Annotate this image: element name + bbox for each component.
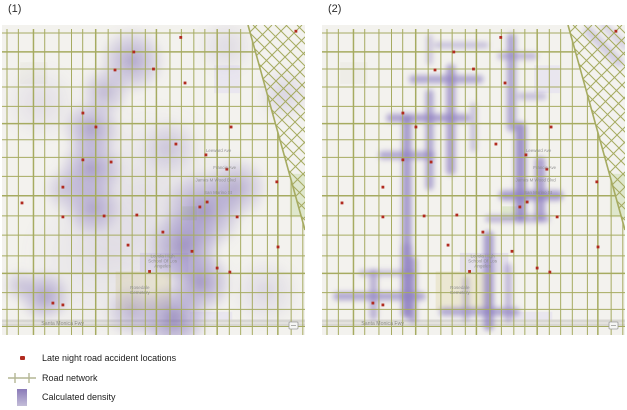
road-network-symbol: [7, 368, 37, 388]
road-network-icon: [8, 373, 36, 383]
accident-point-icon: [19, 356, 25, 360]
map-watermark-icon: [288, 321, 299, 330]
network-density-map[interactable]: Loyola High School Of Los Angeles Rosedale C…: [322, 25, 625, 335]
panel-2-label: (2): [328, 3, 342, 15]
svg-text:Santa Monica Fwy: Santa Monica Fwy: [361, 321, 404, 327]
svg-text:San Marino St: San Marino St: [524, 190, 553, 195]
map-labels: Loyola High School Of Los Angeles Rosedale C…: [41, 148, 236, 327]
density-swatch-symbol: [7, 387, 37, 407]
accident-points: [340, 29, 618, 307]
accident-point-symbol: [7, 348, 37, 368]
svg-text:Francis Ave: Francis Ave: [213, 165, 236, 170]
legend-label-density: Calculated density: [42, 392, 116, 402]
svg-text:James M Wood Blvd: James M Wood Blvd: [196, 178, 237, 183]
map-watermark-icon: [608, 321, 619, 330]
accident-points: [20, 29, 298, 307]
kernel-density-map[interactable]: Loyola High School Of Los Angeles Rosedale C…: [2, 25, 305, 335]
panel-1-label: (1): [8, 3, 22, 15]
map-labels: Loyola High School Of Los Angeles Rosedale C…: [361, 148, 556, 327]
legend-label-accidents: Late night road accident locations: [42, 353, 177, 363]
svg-text:Francis Ave: Francis Ave: [533, 165, 556, 170]
density-swatch-icon: [17, 388, 27, 406]
svg-text:Santa Monica Fwy: Santa Monica Fwy: [41, 321, 84, 327]
svg-text:Leeward Ave: Leeward Ave: [206, 148, 232, 153]
freeway-band: [322, 319, 625, 327]
svg-text:James M Wood Blvd: James M Wood Blvd: [516, 178, 557, 183]
road-grid: [2, 29, 305, 335]
legend-label-road-network: Road network: [42, 373, 98, 383]
svg-text:Leeward Ave: Leeward Ave: [526, 148, 552, 153]
svg-text:San Marino St: San Marino St: [204, 190, 233, 195]
